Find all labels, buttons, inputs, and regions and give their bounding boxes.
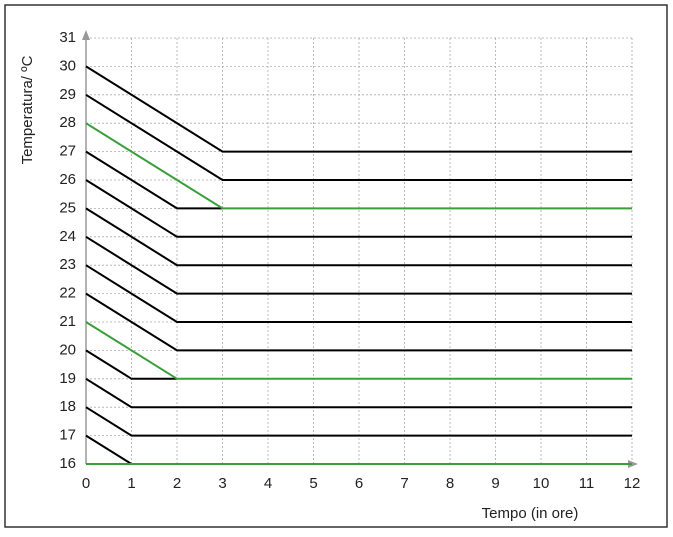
x-tick-label: 9 [491, 475, 499, 492]
y-tick-label: 24 [59, 228, 76, 245]
line [85, 434, 133, 465]
line [85, 207, 632, 267]
x-tick-label: 3 [218, 475, 226, 492]
y-axis-label: Temperatura/ ºC [19, 55, 36, 164]
line [85, 179, 632, 238]
y-tick-label: 19 [59, 370, 76, 387]
x-tick-label: 0 [82, 475, 90, 492]
x-tick-label: 7 [400, 475, 408, 492]
line [85, 122, 632, 210]
y-tick-label: 28 [59, 114, 76, 131]
line [85, 65, 632, 153]
x-tick-label: 11 [579, 475, 595, 492]
x-axis-arrow [628, 460, 638, 468]
y-tick-label: 18 [59, 398, 76, 415]
y-tick-label: 25 [59, 199, 76, 216]
y-tick-label: 20 [59, 341, 76, 358]
x-tick-label: 1 [127, 475, 135, 492]
y-tick-label: 16 [59, 455, 76, 472]
line [85, 264, 632, 323]
line [85, 377, 632, 409]
x-tick-label: 8 [446, 475, 454, 492]
x-tick-label: 12 [624, 475, 641, 492]
line [85, 321, 632, 380]
y-tick-label: 21 [59, 313, 76, 330]
x-tick-label: 2 [173, 475, 181, 492]
line [85, 406, 632, 437]
line [85, 292, 632, 352]
line [85, 235, 632, 295]
line [85, 150, 223, 210]
x-tick-label: 10 [533, 475, 550, 492]
line [85, 349, 177, 380]
x-axis-label: Tempo (in ore) [482, 505, 579, 522]
x-tick-label: 4 [264, 475, 272, 492]
y-axis-arrow [82, 30, 90, 40]
y-tick-label: 17 [59, 427, 76, 444]
line [85, 93, 632, 181]
y-tick-label: 31 [59, 29, 76, 46]
y-tick-label: 23 [59, 256, 76, 273]
y-tick-label: 22 [59, 285, 76, 302]
y-tick-label: 27 [59, 143, 76, 160]
x-tick-label: 5 [309, 475, 317, 492]
y-tick-label: 26 [59, 171, 76, 188]
x-tick-label: 6 [355, 475, 363, 492]
y-tick-label: 30 [59, 57, 76, 74]
y-tick-label: 29 [59, 86, 76, 103]
